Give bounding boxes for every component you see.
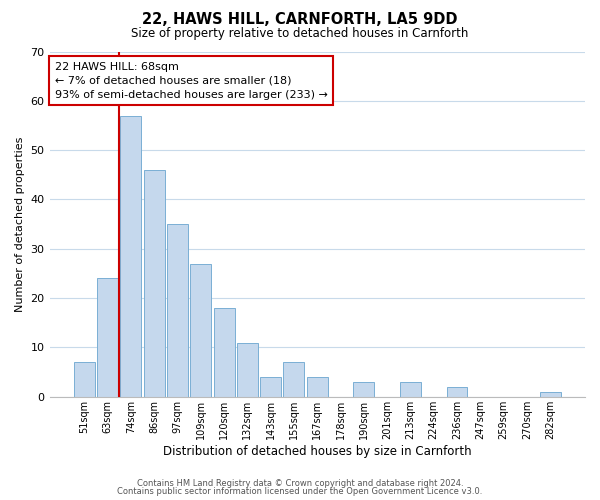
Bar bbox=[446, 387, 467, 397]
Text: Contains public sector information licensed under the Open Government Licence v3: Contains public sector information licen… bbox=[118, 487, 482, 496]
Bar bbox=[121, 116, 142, 397]
Y-axis label: Number of detached properties: Number of detached properties bbox=[15, 136, 25, 312]
Bar bbox=[260, 377, 281, 397]
Bar bbox=[214, 308, 235, 397]
Text: Size of property relative to detached houses in Carnforth: Size of property relative to detached ho… bbox=[131, 28, 469, 40]
Bar bbox=[97, 278, 118, 397]
Bar bbox=[167, 224, 188, 397]
Text: Contains HM Land Registry data © Crown copyright and database right 2024.: Contains HM Land Registry data © Crown c… bbox=[137, 478, 463, 488]
Bar bbox=[353, 382, 374, 397]
Bar bbox=[283, 362, 304, 397]
Text: 22 HAWS HILL: 68sqm
← 7% of detached houses are smaller (18)
93% of semi-detache: 22 HAWS HILL: 68sqm ← 7% of detached hou… bbox=[55, 62, 328, 100]
Bar bbox=[400, 382, 421, 397]
Bar bbox=[307, 377, 328, 397]
X-axis label: Distribution of detached houses by size in Carnforth: Distribution of detached houses by size … bbox=[163, 444, 472, 458]
Bar bbox=[190, 264, 211, 397]
Text: 22, HAWS HILL, CARNFORTH, LA5 9DD: 22, HAWS HILL, CARNFORTH, LA5 9DD bbox=[142, 12, 458, 28]
Bar bbox=[74, 362, 95, 397]
Bar bbox=[237, 342, 258, 397]
Bar bbox=[144, 170, 165, 397]
Bar bbox=[539, 392, 560, 397]
